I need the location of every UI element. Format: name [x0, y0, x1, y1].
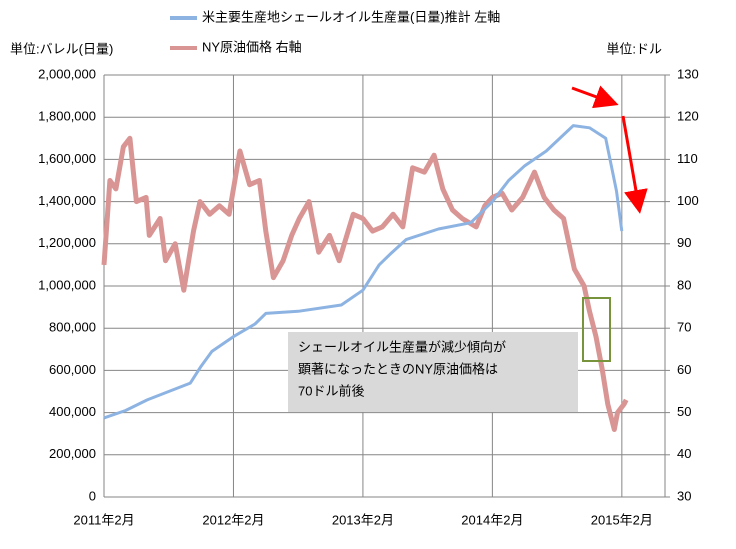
y-tick-label: 1,600,000: [38, 151, 96, 166]
x-tick-label: 2011年2月: [73, 512, 134, 527]
series-line: [101, 135, 629, 432]
y2-tick-label: 90: [677, 235, 691, 250]
x-tick-label: 2012年2月: [202, 512, 264, 527]
y-tick-label: 1,200,000: [38, 235, 96, 250]
legend-label: 米主要生産地シェールオイル生産量(日量)推計 左軸: [202, 9, 500, 24]
x-tick-label: 2014年2月: [461, 512, 523, 527]
y2-tick-label: 100: [677, 193, 699, 208]
y2-tick-label: 130: [677, 66, 699, 81]
y-tick-label: 200,000: [49, 446, 96, 461]
y2-tick-label: 40: [677, 446, 691, 461]
y-tick-label: 600,000: [49, 362, 96, 377]
arrow: [621, 115, 648, 214]
y2-tick-label: 30: [677, 488, 691, 503]
series-line: [103, 124, 624, 420]
y-tick-label: 2,000,000: [38, 66, 96, 81]
y-tick-label: 400,000: [49, 404, 96, 419]
arrow: [571, 85, 619, 109]
highlight-box: [582, 297, 611, 362]
y2-tick-label: 60: [677, 362, 691, 377]
y-tick-label: 1,800,000: [38, 109, 96, 124]
y-tick-label: 1,400,000: [38, 193, 96, 208]
y2-tick-label: 110: [677, 151, 698, 166]
x-tick-label: 2013年2月: [332, 512, 394, 527]
y-axis-label: 単位:バレル(日量): [10, 41, 113, 56]
annotation-text: シェールオイル生産量が減少傾向が: [298, 339, 506, 354]
y2-tick-label: 50: [677, 404, 691, 419]
y2-tick-label: 80: [677, 277, 691, 292]
annotation-box: [288, 332, 578, 412]
legend-label: NY原油価格 右軸: [202, 39, 302, 54]
y-tick-label: 1,000,000: [38, 277, 96, 292]
annotation-text: 顕著になったときのNY原油価格は: [298, 361, 498, 376]
y2-tick-label: 70: [677, 320, 691, 335]
y2-axis-label: 単位:ドル: [606, 41, 662, 56]
x-tick-label: 2015年2月: [591, 512, 653, 527]
y-tick-label: 800,000: [49, 320, 96, 335]
y-tick-label: 0: [89, 488, 96, 503]
y2-tick-label: 120: [677, 109, 699, 124]
annotation-text: 70ドル前後: [298, 383, 364, 398]
